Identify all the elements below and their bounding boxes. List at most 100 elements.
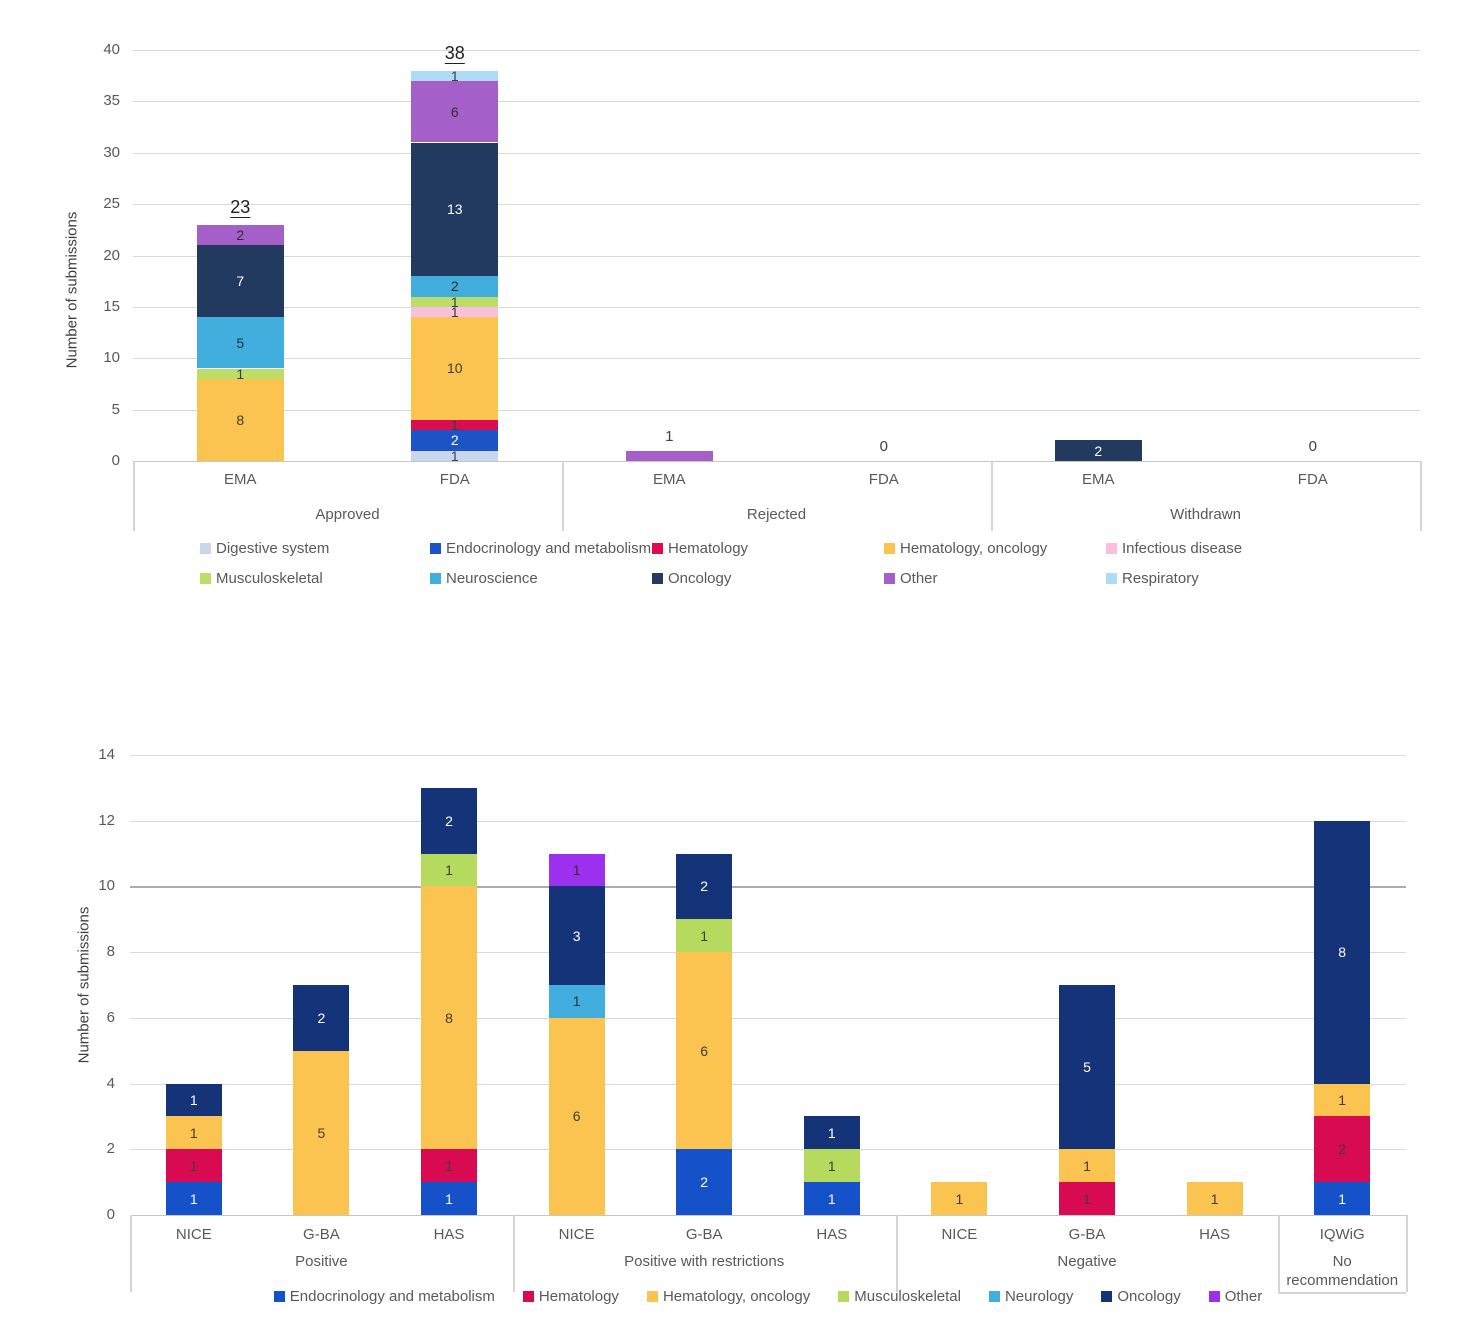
bar-segment: 1 (421, 853, 477, 887)
legend-label: Hematology (538, 1288, 619, 1305)
y-tick-label: 20 (103, 247, 120, 264)
category-label: FDA (1297, 471, 1328, 488)
legend-item: Endocrinology and metabolism (430, 540, 651, 557)
gridline (133, 153, 1420, 154)
bar-segment-label: 1 (827, 1190, 836, 1207)
y-tick-label: 0 (111, 452, 120, 469)
y-tick-label: 35 (103, 92, 120, 109)
bar-segment: 2 (293, 985, 350, 1051)
gridline (133, 50, 1420, 51)
bar-segment: 1 (803, 1116, 860, 1150)
y-tick-label: 10 (103, 349, 120, 366)
category-label: HAS (433, 1226, 465, 1243)
bar-segment-label: 1 (827, 1157, 836, 1174)
gridline (130, 755, 1406, 756)
legend-swatch (652, 573, 663, 584)
bar-segment: 1 (803, 1149, 860, 1183)
bar-segment: 2 (411, 276, 499, 297)
legend-item: Hematology, oncology (646, 1288, 811, 1305)
gridline (133, 307, 1420, 308)
y-axis-title: Number of submissions (75, 906, 93, 1064)
bar-segment-label: 1 (189, 1157, 198, 1174)
bar-segment-label: 1 (955, 1190, 964, 1207)
bar-segment-label: 1 (572, 993, 581, 1010)
legend-label: Oncology (668, 570, 732, 587)
legend-label: Other (900, 570, 938, 587)
category-label: G-BA (1068, 1226, 1106, 1243)
bar-segment: 1 (931, 1182, 988, 1215)
legend-label: Musculoskeletal (854, 1288, 961, 1305)
legend-swatch (1106, 543, 1117, 554)
gridline (133, 204, 1420, 205)
legend-swatch (200, 573, 211, 584)
bar-segment-label: 2 (700, 1174, 709, 1191)
bar-segment: 1 (411, 305, 499, 319)
category-band-divider (991, 461, 993, 531)
legend-swatch (430, 543, 441, 554)
legend-item: Hematology (652, 540, 748, 557)
bar-segment-label: 13 (447, 201, 463, 218)
legend-label: Endocrinology and metabolism (289, 1288, 495, 1305)
category-band-divider (130, 1215, 132, 1292)
category-group-label: Approved (315, 506, 380, 523)
category-label: EMA (1082, 471, 1115, 488)
bar-total-label: 0 (879, 438, 888, 455)
bar-segment-label: 2 (1094, 442, 1103, 459)
bar-segment: 1 (411, 69, 499, 83)
bar-segment: 1 (411, 417, 499, 434)
bar-segment: 2 (196, 224, 284, 246)
category-group-label: Withdrawn (1170, 506, 1241, 523)
legend-swatch (1101, 1291, 1113, 1302)
legend-item: Musculoskeletal (838, 1288, 961, 1305)
gridline (133, 358, 1420, 359)
y-tick-label: 6 (106, 1009, 115, 1026)
bar-segment: 2 (676, 853, 733, 920)
legend-label: Neurology (1004, 1288, 1074, 1305)
legend-label: Musculoskeletal (216, 570, 323, 587)
bar-segment: 1 (411, 295, 499, 309)
bar-segment-label: 1 (1338, 1190, 1347, 1207)
bar-segment-label: 8 (1338, 944, 1347, 961)
bar-segment: 1 (548, 853, 605, 887)
bar-segment-label: 6 (450, 103, 459, 120)
category-band-divider (562, 461, 564, 531)
category-group-label: No recommendation (1286, 1253, 1399, 1289)
gridline (130, 1084, 1406, 1085)
chart-approvals-by-regulator: Number of submissions 0 5 10 15 20 25 30 35 40 8 1… (0, 0, 1464, 660)
gridline (130, 886, 1406, 888)
legend-swatch (522, 1291, 534, 1302)
legend-item: Infectious disease (1106, 540, 1242, 557)
category-band-divider (895, 1215, 898, 1292)
bar-segment-label: 2 (700, 878, 709, 895)
bar-segment-label: 2 (450, 432, 459, 449)
gridline (130, 1149, 1406, 1150)
category-label: EMA (224, 471, 257, 488)
legend-label: Hematology, oncology (662, 1288, 811, 1305)
legend-label: Digestive system (216, 540, 330, 557)
legend-item: Endocrinology and metabolism (273, 1288, 495, 1305)
bar-segment-label: 6 (572, 1108, 581, 1125)
gridline (130, 1018, 1406, 1019)
bar-segment: 2 (421, 787, 477, 854)
y-tick-label: 10 (98, 877, 115, 894)
y-tick-label: 40 (103, 41, 120, 58)
y-tick-label: 5 (111, 401, 120, 418)
bar-segment (625, 450, 713, 461)
bar-segment: 2 (1314, 1116, 1371, 1183)
gridline (130, 821, 1406, 822)
bar-segment-label: 1 (1083, 1157, 1091, 1174)
y-tick-label: 14 (98, 746, 115, 763)
bar-segment-label: 1 (450, 417, 459, 434)
legend-swatch (646, 1291, 658, 1302)
category-label: NICE (941, 1226, 978, 1243)
bar-segment: 2 (676, 1149, 733, 1215)
bar-segment: 13 (411, 142, 499, 277)
bar-segment: 1 (1314, 1182, 1371, 1215)
bar-segment-label: 2 (1338, 1141, 1347, 1158)
category-label: FDA (868, 471, 899, 488)
legend: Endocrinology and metabolism Hematology He… (130, 1288, 1406, 1305)
legend-swatch (1208, 1291, 1220, 1302)
bar-segment-label: 2 (450, 278, 459, 295)
bar-segment-label: 2 (317, 1009, 326, 1026)
bar-segment: 3 (548, 886, 605, 985)
